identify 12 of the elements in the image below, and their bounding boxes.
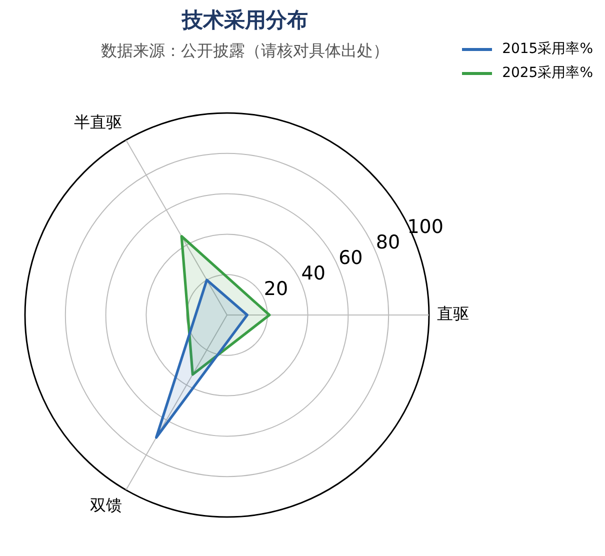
spoke-label: 直驱 (437, 304, 469, 324)
chart-subtitle: 数据来源：公开披露（请核对具体出处） (100, 41, 390, 62)
spoke-label: 双馈 (90, 496, 122, 515)
legend-label: 2015采用率% (502, 40, 593, 58)
y-tick-label: 40 (301, 262, 326, 284)
y-tick-label: 80 (376, 232, 400, 254)
chart-title: 技术采用分布 (180, 7, 309, 34)
y-tick-label: 100 (407, 216, 444, 238)
spoke-label: 半直驱 (74, 112, 122, 132)
legend-label: 2025采用率% (502, 64, 593, 82)
y-tick-label: 60 (338, 247, 363, 270)
y-tick-label: 20 (264, 278, 288, 300)
